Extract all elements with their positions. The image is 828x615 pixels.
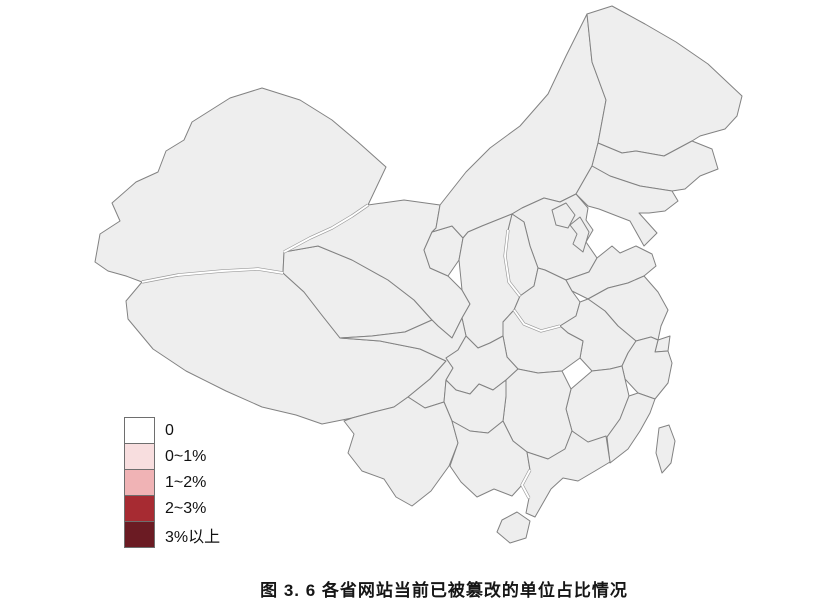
province-yunnan [343, 396, 459, 507]
legend-swatch-2-3 [124, 495, 155, 522]
provinces [94, 5, 743, 544]
legend-swatch-1-2 [124, 469, 155, 496]
legend-swatch-3plus [124, 521, 155, 548]
province-liaoning [575, 165, 679, 247]
province-hainan [496, 511, 531, 544]
legend-label: 1~2% [165, 473, 207, 491]
province-taiwan [655, 424, 676, 474]
province-beijing [551, 202, 576, 229]
legend-label: 3%以上 [165, 528, 221, 546]
figure-caption: 图 3. 6 各省网站当前已被篡改的单位占比情况 [260, 581, 628, 600]
province-heilongjiang [586, 5, 743, 157]
legend-label: 0~1% [165, 447, 207, 465]
legend-item: 3%以上 [124, 521, 220, 548]
river-line [521, 469, 531, 499]
province-tianjin [569, 216, 590, 253]
legend-label: 0 [165, 421, 174, 439]
river-line [504, 229, 521, 297]
legend: 0 0~1% 1~2% 2~3% 3%以上 [124, 417, 220, 548]
river-line [283, 204, 369, 253]
legend-swatch-0-1 [124, 443, 155, 470]
legend-item: 2~3% [124, 495, 220, 522]
river-line [141, 268, 284, 283]
legend-item: 0~1% [124, 443, 220, 470]
legend-item: 0 [124, 417, 220, 444]
legend-label: 2~3% [165, 499, 207, 517]
legend-swatch-0 [124, 417, 155, 444]
province-fujian [606, 392, 656, 464]
river-border-lines [141, 203, 561, 499]
river-line [513, 309, 561, 332]
legend-item: 1~2% [124, 469, 220, 496]
